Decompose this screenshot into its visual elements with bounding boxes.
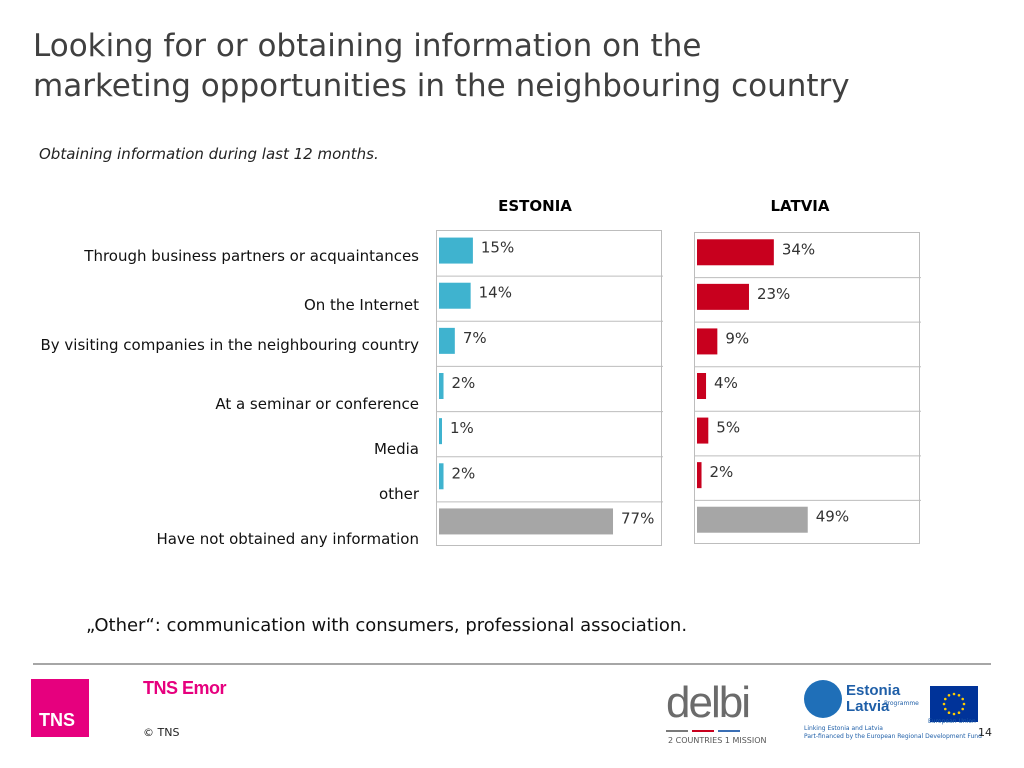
estonia-bar-business-partners <box>439 237 473 264</box>
latvia-value-label-seminar: 4% <box>714 374 738 392</box>
estlat-word-latvia: Latvia <box>846 698 890 715</box>
estonia-value-label-other: 2% <box>452 464 476 482</box>
latvia-bar-internet <box>697 283 749 310</box>
latvia-value-label-no-information: 49% <box>816 508 849 526</box>
globe-icon <box>804 680 842 718</box>
eu-flag-icon <box>930 686 978 722</box>
estlat-word-programme: Programme <box>884 700 919 707</box>
estonia-bar-seminar <box>439 373 444 399</box>
latvia-chart-title: LATVIA <box>770 197 830 215</box>
estonia-bar-internet <box>439 282 471 309</box>
tns-emor-brand: TNS Emor <box>143 678 227 698</box>
delbi-logo: delbi 2 COUNTRIES 1 MISSION <box>666 678 767 748</box>
estonia-bar-visiting-companies <box>439 327 455 354</box>
category-label-seminar: At a seminar or conference <box>215 395 419 413</box>
tns-logo: TNS <box>31 679 89 737</box>
page-number: 14 <box>978 726 992 739</box>
estonia-value-label-visiting-companies: 7% <box>463 329 487 347</box>
estlat-line-1: Linking Estonia and Latvia <box>804 725 883 732</box>
latvia-value-label-media: 5% <box>716 419 740 437</box>
footer-divider <box>33 663 991 665</box>
latvia-bar-visiting-companies <box>697 328 718 355</box>
estonia-value-label-no-information: 77% <box>621 509 654 527</box>
category-label-visiting-companies: By visiting companies in the neighbourin… <box>40 336 419 354</box>
estlat-word-estonia: Estonia <box>846 682 901 699</box>
delbi-stripe-icon <box>666 730 740 732</box>
latvia-bar-business-partners <box>697 239 774 266</box>
latvia-bar-seminar <box>697 373 707 399</box>
estonia-chart-title: ESTONIA <box>498 197 572 215</box>
latvia-value-label-visiting-companies: 9% <box>725 329 749 347</box>
copyright-text: © TNS <box>143 726 180 739</box>
eu-label: European Union <box>928 718 976 725</box>
estonia-value-label-media: 1% <box>450 419 474 437</box>
estlat-line-2: Part-financed by the European Regional D… <box>804 733 982 740</box>
slide-subtitle: Obtaining information during last 12 mon… <box>39 145 379 163</box>
estonia-value-label-internet: 14% <box>479 284 512 302</box>
category-label-internet: On the Internet <box>303 296 419 314</box>
other-footnote: „Other“: communication with consumers, p… <box>86 615 688 636</box>
estonia-latvia-programme-logo: Estonia Latvia Programme Linking Estonia… <box>804 680 982 740</box>
latvia-bar-no-information <box>697 506 808 533</box>
slide-title-line-2: marketing opportunities in the neighbour… <box>33 68 850 104</box>
tns-logo-text: TNS <box>39 710 75 730</box>
estonia-bar-chart: 15% 14% 7% 2% 1% 2% 77% <box>436 230 663 546</box>
category-label-business-partners: Through business partners or acquaintanc… <box>84 247 419 265</box>
eu-stars-icon <box>942 692 966 716</box>
delbi-wordmark: delbi <box>666 678 751 727</box>
estonia-bar-media <box>439 418 442 445</box>
latvia-value-label-other: 2% <box>710 463 734 481</box>
slide-title-line-1: Looking for or obtaining information on … <box>33 28 702 64</box>
estonia-value-label-seminar: 2% <box>452 374 476 392</box>
latvia-bar-media <box>697 417 709 444</box>
estonia-bar-no-information <box>439 508 614 535</box>
slide-title: Looking for or obtaining information on … <box>33 26 993 106</box>
latvia-value-label-internet: 23% <box>757 285 790 303</box>
estonia-chart-canvas: 15% 14% 7% 2% 1% 2% 77% <box>437 237 663 535</box>
latvia-value-label-business-partners: 34% <box>782 240 815 258</box>
category-label-other: other <box>379 485 419 503</box>
category-label-no-information: Have not obtained any information <box>156 530 419 548</box>
estonia-value-label-business-partners: 15% <box>481 239 514 257</box>
latvia-bar-chart: 34% 23% 9% 4% 5% 2% 49% <box>694 232 921 544</box>
latvia-chart-canvas: 34% 23% 9% 4% 5% 2% 49% <box>695 239 921 533</box>
category-label-media: Media <box>373 440 419 458</box>
estonia-bar-other <box>439 463 444 490</box>
latvia-bar-other <box>697 462 702 489</box>
delbi-tagline: 2 COUNTRIES 1 MISSION <box>668 736 767 745</box>
